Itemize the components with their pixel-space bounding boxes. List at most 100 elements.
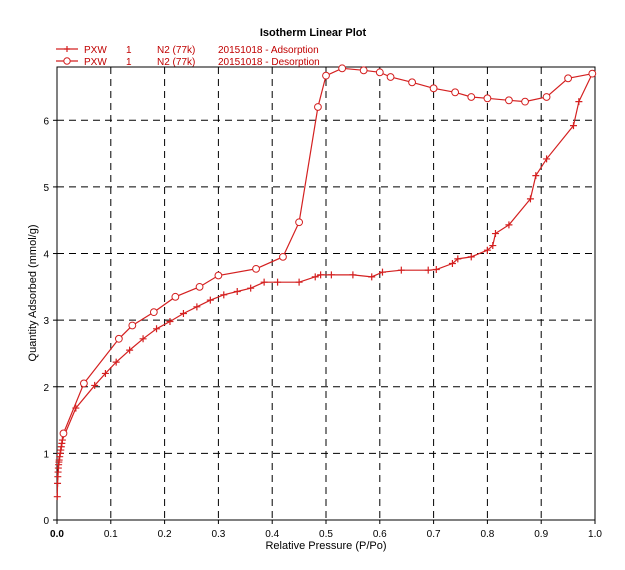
adsorption-data-point [327,271,335,279]
adsorption-data-point [483,246,491,254]
adsorption-data-point [193,303,201,311]
desorption-data-point [322,71,330,80]
legend-desorption-run: 1 [126,57,132,68]
legend-item-adsorption: PXW 1 N2 (77k) 20151018 - Adsorption [56,45,319,56]
series-lines [56,67,593,497]
desorption-data-point [386,73,395,81]
desorption-data-point [314,103,322,111]
desorption-data-point [505,96,513,105]
adsorption-data-point [274,278,282,286]
adsorption-data-point [139,335,147,343]
adsorption-data-point [526,195,534,203]
adsorption-data-point [575,98,583,106]
x-tick-label: 0.2 [158,529,172,540]
adsorption-data-point [91,381,99,389]
adsorption-data-point [368,273,376,281]
desorption-data-point [295,218,304,227]
y-tick-label: 5 [43,183,49,194]
legend-desorption-gas: N2 (77k) [157,57,195,68]
adsorption-data-point [317,271,325,279]
legend-adsorption-gas: N2 (77k) [157,45,195,56]
y-axis-label: Quantity Adsorbed (mmol/g) [27,225,39,362]
adsorption-data-point [233,288,241,295]
adsorption-data-point [206,296,214,304]
adsorption-data-point [432,266,440,274]
adsorption-data-point [505,221,513,229]
desorption-data-point [429,84,438,93]
x-tick-label: 0.7 [427,529,441,540]
desorption-data-point [451,88,460,97]
y-tick-label: 4 [43,250,49,261]
adsorption-data-point [424,266,432,274]
legend-adsorption-sample: PXW [84,45,107,56]
adsorption-data-point [467,253,475,261]
adsorption-data-point [260,278,268,286]
adsorption-data-point [491,230,499,238]
grid-lines [57,67,595,520]
adsorption-data-point [454,255,462,263]
x-axis-label: Relative Pressure (P/Po) [265,540,386,552]
desorption-data-point [588,69,597,78]
x-tick-label: 0.9 [534,529,548,540]
x-tick-label: 0.5 [319,529,333,540]
desorption-data-point [483,94,492,103]
adsorption-data-point [54,479,62,487]
desorption-data-point [80,379,88,388]
legend-adsorption-run: 1 [126,45,132,56]
desorption-data-point [338,64,347,73]
adsorption-data-point [311,273,319,281]
series-markers [53,64,597,501]
adsorption-series-line [56,73,593,497]
x-tick-label: 0.3 [211,529,225,540]
legend-item-desorption: PXW 1 N2 (77k) 20151018 - Desorption [56,57,320,68]
adsorption-data-point [397,266,405,274]
y-tick-label: 3 [43,316,49,327]
desorption-data-point [214,271,223,280]
desorption-data-point [195,282,204,291]
desorption-series-line [62,67,593,434]
adsorption-data-point [349,271,357,279]
legend-adsorption-description: 20151018 - Adsorption [218,45,319,56]
desorption-data-point [149,308,158,317]
adsorption-data-point [53,493,61,501]
legend-desorption-sample: PXW [84,57,107,68]
y-tick-label: 6 [43,116,49,127]
adsorption-data-point [101,369,109,377]
y-axis-ticks: 0 1 2 3 4 5 6 [43,116,57,527]
desorption-data-point [59,429,68,438]
adsorption-data-point [543,155,551,163]
adsorption-data-point [569,122,577,130]
desorption-data-point [521,97,529,106]
desorption-data-point [542,93,551,101]
adsorption-data-point [448,260,456,268]
adsorption-data-point [58,436,66,444]
desorption-data-point [252,264,260,273]
x-tick-label: 0.1 [104,529,118,540]
adsorption-data-point [153,325,161,333]
x-tick-label: 1.0 [588,529,602,540]
x-tick-label: 0.6 [373,529,387,540]
legend: PXW 1 N2 (77k) 20151018 - Adsorption PXW… [56,45,320,68]
adsorption-data-point [126,346,134,354]
desorption-data-point [375,68,384,77]
x-tick-label: 0.0 [50,529,64,540]
adsorption-data-point [489,242,497,250]
desorption-data-point [467,93,476,101]
legend-adsorption-plus-marker [64,46,70,52]
adsorption-data-point [166,317,174,325]
desorption-data-point [114,334,123,343]
adsorption-data-point [247,284,255,292]
y-tick-label: 2 [43,383,49,394]
adsorption-data-point [72,404,80,412]
x-tick-label: 0.4 [265,529,279,540]
adsorption-data-point [532,172,540,180]
chart-title: Isotherm Linear Plot [260,27,367,39]
desorption-data-point [279,252,287,261]
adsorption-data-point [112,358,120,366]
desorption-data-point [408,78,416,87]
legend-desorption-circle-marker [63,57,71,65]
x-axis-ticks: 0.0 0.1 0.2 0.3 0.4 0.5 0.6 0.7 0.8 0.9 1.0 [50,520,602,540]
desorption-data-point [359,66,368,75]
adsorption-data-point [295,278,303,286]
